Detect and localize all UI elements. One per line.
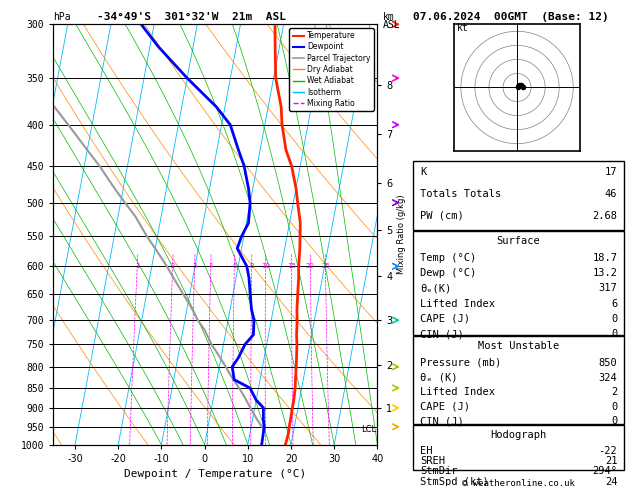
Point (516, 82, 526, 89)
Point (515, 81, 525, 88)
Text: 2.68: 2.68 (593, 211, 617, 221)
Legend: Temperature, Dewpoint, Parcel Trajectory, Dry Adiabat, Wet Adiabat, Isotherm, Mi: Temperature, Dewpoint, Parcel Trajectory… (289, 28, 374, 111)
Text: PW (cm): PW (cm) (420, 211, 464, 221)
Text: Dewp (°C): Dewp (°C) (420, 268, 476, 278)
Text: K: K (420, 168, 426, 177)
Point (517, 82, 527, 90)
Text: 2: 2 (170, 263, 175, 269)
Text: 0: 0 (611, 417, 617, 426)
Text: Lifted Index: Lifted Index (420, 299, 495, 309)
Text: Most Unstable: Most Unstable (478, 341, 559, 351)
Text: 46: 46 (605, 189, 617, 199)
Text: Temp (°C): Temp (°C) (420, 253, 476, 263)
X-axis label: Dewpoint / Temperature (°C): Dewpoint / Temperature (°C) (125, 469, 306, 479)
Point (513, 83, 523, 91)
Text: 15: 15 (287, 263, 296, 269)
Point (518, 84, 528, 91)
Text: 1: 1 (135, 263, 140, 269)
Bar (413, 336, 624, 424)
Text: StmDir: StmDir (420, 467, 457, 476)
Text: -34°49'S  301°32'W  21m  ASL: -34°49'S 301°32'W 21m ASL (97, 12, 286, 22)
Text: 13.2: 13.2 (593, 268, 617, 278)
Text: 2: 2 (611, 387, 617, 397)
Y-axis label: Mixing Ratio (g/kg): Mixing Ratio (g/kg) (397, 195, 406, 274)
Text: 20: 20 (306, 263, 315, 269)
Point (513, 82, 523, 90)
Text: Hodograph: Hodograph (491, 430, 547, 440)
Text: 17: 17 (605, 168, 617, 177)
Text: Surface: Surface (497, 236, 540, 246)
Text: © weatheronline.co.uk: © weatheronline.co.uk (462, 480, 575, 486)
Text: Totals Totals: Totals Totals (420, 189, 501, 199)
Text: 3: 3 (192, 263, 197, 269)
Point (514, 82, 524, 89)
Text: 317: 317 (599, 283, 617, 294)
Text: 0: 0 (611, 402, 617, 412)
Text: 18.7: 18.7 (593, 253, 617, 263)
Text: -22: -22 (599, 446, 617, 456)
Text: 8: 8 (250, 263, 254, 269)
Bar (413, 425, 624, 470)
Text: EH: EH (420, 446, 432, 456)
Text: StmSpd (kt): StmSpd (kt) (420, 477, 489, 486)
Text: kt: kt (457, 23, 469, 34)
Text: hPa: hPa (53, 12, 71, 22)
Text: θₑ (K): θₑ (K) (420, 372, 457, 382)
Text: 294°: 294° (593, 467, 617, 476)
Text: 07.06.2024  00GMT  (Base: 12): 07.06.2024 00GMT (Base: 12) (413, 12, 609, 22)
Text: θₑ(K): θₑ(K) (420, 283, 451, 294)
Text: 24: 24 (605, 477, 617, 486)
Text: 850: 850 (599, 358, 617, 368)
Point (518, 83, 528, 91)
Text: CIN (J): CIN (J) (420, 417, 464, 426)
Text: 6: 6 (232, 263, 237, 269)
Text: 324: 324 (599, 372, 617, 382)
Text: 6: 6 (611, 299, 617, 309)
Text: CIN (J): CIN (J) (420, 329, 464, 339)
Bar (413, 231, 624, 335)
Point (516, 81, 526, 88)
Text: ASL: ASL (382, 20, 400, 31)
Text: 0: 0 (611, 314, 617, 324)
Text: SREH: SREH (420, 456, 445, 466)
Text: 0: 0 (611, 329, 617, 339)
Text: 21: 21 (605, 456, 617, 466)
Text: Lifted Index: Lifted Index (420, 387, 495, 397)
Text: LCL: LCL (361, 425, 376, 434)
Text: CAPE (J): CAPE (J) (420, 402, 470, 412)
Bar (413, 161, 624, 229)
Text: 10: 10 (261, 263, 270, 269)
Text: CAPE (J): CAPE (J) (420, 314, 470, 324)
Text: 25: 25 (321, 263, 330, 269)
Text: 4: 4 (209, 263, 213, 269)
Text: km: km (382, 12, 394, 22)
Text: Pressure (mb): Pressure (mb) (420, 358, 501, 368)
